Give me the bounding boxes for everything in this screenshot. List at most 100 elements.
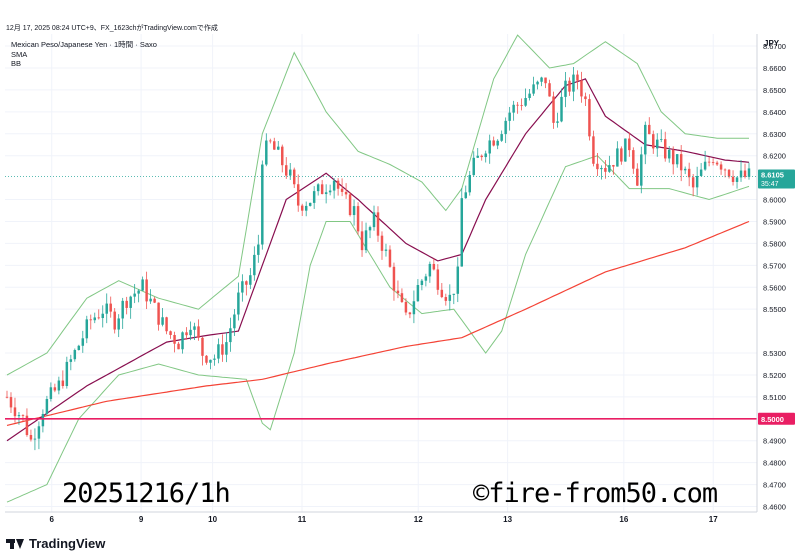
candle-body bbox=[739, 170, 743, 178]
time-tick-label: 6 bbox=[49, 515, 54, 524]
candle-body bbox=[33, 438, 37, 440]
candle-body bbox=[695, 175, 699, 188]
price-tick-label: 8.5700 bbox=[763, 261, 786, 270]
candle-body bbox=[640, 154, 643, 186]
candle-body bbox=[671, 149, 675, 165]
candle-body bbox=[93, 317, 97, 321]
time-tick-label: 12 bbox=[414, 515, 423, 524]
brand-name: TradingView bbox=[29, 536, 106, 551]
candle-body bbox=[380, 235, 384, 251]
candle-body bbox=[269, 140, 272, 142]
candle-body bbox=[145, 279, 148, 302]
price-tick-label: 8.6000 bbox=[763, 196, 786, 205]
candle-body bbox=[133, 293, 136, 297]
candle-body bbox=[679, 154, 683, 171]
candle-body bbox=[424, 276, 428, 281]
candle-body bbox=[580, 80, 583, 97]
candle-body bbox=[636, 168, 639, 186]
candle-body bbox=[288, 169, 292, 176]
candle-body bbox=[460, 198, 464, 267]
candle-body bbox=[308, 202, 312, 206]
candle-body bbox=[209, 359, 212, 363]
candle-body bbox=[173, 334, 176, 344]
time-tick-label: 13 bbox=[503, 515, 512, 524]
candle-body bbox=[512, 104, 515, 113]
price-axis-unit[interactable]: JPY bbox=[764, 39, 780, 48]
candle-body bbox=[516, 104, 519, 106]
candle-body bbox=[233, 314, 236, 329]
candle-body bbox=[17, 415, 21, 417]
candle-body bbox=[352, 206, 356, 216]
candle-body bbox=[372, 212, 376, 228]
candle-body bbox=[656, 139, 659, 149]
candle-body bbox=[277, 146, 280, 150]
tradingview-logo-icon bbox=[6, 538, 24, 550]
candle-body bbox=[181, 332, 184, 350]
candle-body bbox=[49, 387, 53, 399]
candle-body bbox=[480, 155, 483, 158]
candle-body bbox=[476, 155, 479, 158]
sma-long-line bbox=[6, 220, 750, 426]
candle-body bbox=[61, 380, 65, 386]
candle-body bbox=[508, 112, 511, 121]
tradingview-brand[interactable]: TradingView bbox=[6, 536, 105, 551]
candle-body bbox=[348, 194, 352, 216]
candle-body bbox=[552, 96, 555, 123]
sma-short-line bbox=[6, 78, 750, 442]
chart-legend: Mexican Peso/Japanese Yen · 1時間 · Saxo S… bbox=[11, 40, 157, 69]
candle-body bbox=[109, 303, 112, 312]
candle-body bbox=[648, 124, 651, 135]
candle-body bbox=[588, 99, 591, 137]
candle-body bbox=[89, 319, 93, 321]
candle-body bbox=[735, 177, 739, 182]
candle-body bbox=[436, 269, 440, 290]
candle-body bbox=[185, 332, 188, 336]
candle-body bbox=[213, 358, 216, 360]
candle-body bbox=[548, 83, 551, 97]
candle-body bbox=[261, 164, 264, 245]
candle-body bbox=[488, 140, 491, 154]
chart-caption: 12月 17, 2025 08:24 UTC+9、FX_1623chがTradi… bbox=[6, 25, 218, 32]
price-tick-label: 8.6400 bbox=[763, 108, 786, 117]
candle-body bbox=[376, 212, 380, 236]
candle-body bbox=[699, 169, 703, 176]
candle-body bbox=[53, 387, 57, 391]
candle-body bbox=[747, 168, 751, 177]
legend-bb[interactable]: BB bbox=[11, 59, 22, 68]
price-tick-label: 8.5900 bbox=[763, 217, 786, 226]
candle-body bbox=[25, 415, 29, 436]
bollinger-bands bbox=[6, 34, 750, 503]
candle-body bbox=[707, 161, 711, 163]
candle-body bbox=[556, 121, 559, 123]
price-tick-label: 8.6200 bbox=[763, 152, 786, 161]
time-tick-label: 17 bbox=[709, 515, 718, 524]
candle-body bbox=[300, 205, 304, 211]
time-axis: 6 9 10 11 12 13 16 17 bbox=[5, 511, 757, 524]
candle-body bbox=[97, 317, 100, 319]
candle-body bbox=[253, 254, 256, 276]
candle-body bbox=[652, 134, 655, 149]
candle-body bbox=[392, 266, 396, 291]
candle-body bbox=[703, 161, 707, 170]
last-price-label-bg bbox=[758, 169, 795, 189]
price-tick-label: 8.6700 bbox=[763, 42, 786, 51]
legend-symbol[interactable]: Mexican Peso/Japanese Yen · 1時間 · Saxo bbox=[11, 40, 157, 49]
price-tick-label: 8.4700 bbox=[763, 481, 786, 490]
candle-body bbox=[332, 180, 336, 191]
candle-body bbox=[468, 175, 471, 193]
candle-body bbox=[452, 293, 456, 295]
legend-sma[interactable]: SMA bbox=[11, 49, 28, 59]
candle-body bbox=[221, 344, 224, 355]
candle-body bbox=[384, 249, 388, 251]
candle-body bbox=[81, 338, 85, 346]
candle-body bbox=[177, 343, 180, 350]
price-tick-label: 8.5500 bbox=[763, 305, 786, 314]
candle-body bbox=[189, 329, 192, 336]
candle-body bbox=[344, 191, 348, 195]
candle-body bbox=[101, 313, 104, 319]
candle-body bbox=[5, 396, 9, 398]
candle-body bbox=[340, 188, 344, 192]
candle-body bbox=[65, 361, 69, 386]
candle-body bbox=[500, 134, 503, 141]
